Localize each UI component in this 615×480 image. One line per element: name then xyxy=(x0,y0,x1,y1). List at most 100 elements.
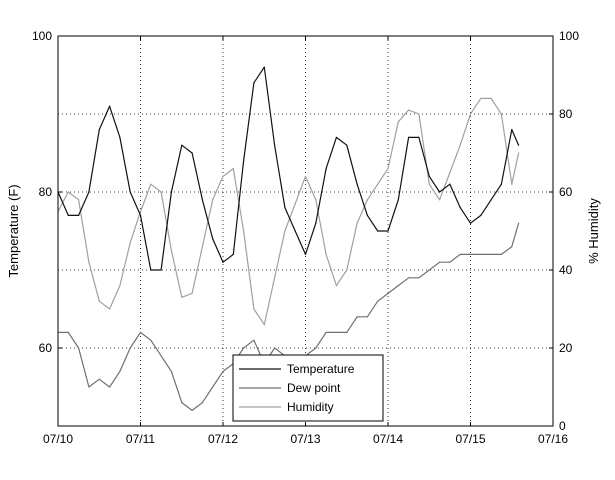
data-point xyxy=(346,269,348,271)
y-tick-label: 100 xyxy=(32,29,52,43)
data-point xyxy=(191,292,193,294)
y2-tick-label: 20 xyxy=(559,341,573,355)
data-point xyxy=(366,214,368,216)
data-point xyxy=(469,113,472,115)
data-point xyxy=(67,331,69,333)
data-point xyxy=(315,347,317,349)
data-point xyxy=(490,199,492,201)
y2-tick-label: 60 xyxy=(559,185,573,199)
data-point xyxy=(170,249,172,252)
data-point xyxy=(201,199,203,201)
data-point xyxy=(511,129,513,131)
data-point xyxy=(408,136,410,138)
data-point xyxy=(325,253,327,255)
data-point xyxy=(387,230,389,232)
data-point xyxy=(160,355,162,357)
data-point xyxy=(397,121,399,123)
x-tick-label: 07/10 xyxy=(43,432,73,446)
data-point xyxy=(253,82,255,84)
data-point xyxy=(243,160,245,162)
data-point xyxy=(212,238,214,240)
data-point xyxy=(253,308,255,310)
data-point xyxy=(212,199,214,201)
series-line-temperature xyxy=(57,66,520,271)
data-point xyxy=(418,113,420,115)
data-point xyxy=(449,183,451,185)
legend-label: Dew point xyxy=(287,381,341,395)
data-point xyxy=(459,144,461,146)
data-point xyxy=(263,324,265,326)
data-point xyxy=(150,339,152,341)
data-point xyxy=(232,168,234,170)
data-point xyxy=(469,253,472,255)
data-point xyxy=(428,175,430,177)
data-point xyxy=(366,199,368,201)
data-point xyxy=(480,214,482,216)
data-point xyxy=(263,66,265,68)
data-point xyxy=(170,370,172,372)
data-point xyxy=(88,386,90,388)
y2-axis-title: % Humidity xyxy=(586,198,601,264)
data-point xyxy=(315,222,317,224)
data-point xyxy=(109,105,111,107)
data-point xyxy=(139,331,142,333)
data-point xyxy=(274,277,276,279)
data-point xyxy=(119,285,121,287)
x-tick-label: 07/15 xyxy=(455,432,485,446)
x-tick-label: 07/11 xyxy=(126,432,155,446)
data-point xyxy=(428,183,430,185)
data-point xyxy=(88,191,90,193)
data-point xyxy=(387,168,389,170)
grid-lines xyxy=(58,36,553,426)
data-point xyxy=(377,300,379,302)
data-point xyxy=(449,171,451,174)
data-point xyxy=(181,296,183,298)
data-point xyxy=(201,402,203,404)
x-tick-label: 07/13 xyxy=(290,432,320,446)
data-point xyxy=(325,168,327,170)
x-tick-label: 07/16 xyxy=(538,432,568,446)
data-point xyxy=(304,175,307,177)
data-point xyxy=(274,144,276,146)
data-point xyxy=(500,253,502,255)
y2-tick-label: 80 xyxy=(559,107,573,121)
data-point xyxy=(129,347,131,349)
x-axis: 07/10 07/11 07/12 07/13 07/14 07/15 07/16 xyxy=(43,36,568,446)
data-point xyxy=(129,191,131,193)
data-point xyxy=(335,136,337,138)
data-point xyxy=(511,246,513,248)
legend: Temperature Dew point Humidity xyxy=(232,354,384,422)
y2-tick-label: 0 xyxy=(559,419,566,433)
data-point xyxy=(335,285,337,287)
data-point xyxy=(170,191,172,193)
y-axis-title: Temperature (F) xyxy=(6,184,21,277)
data-point xyxy=(518,152,520,154)
data-point xyxy=(150,183,152,185)
legend-label: Humidity xyxy=(287,400,334,414)
data-point xyxy=(346,144,348,146)
series-line-humidity xyxy=(57,97,520,326)
data-point xyxy=(304,253,307,255)
data-point xyxy=(181,402,183,404)
data-point xyxy=(78,347,80,349)
data-point xyxy=(366,316,368,318)
data-point xyxy=(518,144,520,146)
data-point xyxy=(459,253,461,255)
data-point xyxy=(490,97,492,99)
data-point xyxy=(346,331,348,333)
data-point xyxy=(511,183,513,185)
data-point xyxy=(181,144,183,146)
y-axis-left: 60 80 100 xyxy=(32,29,62,355)
data-point xyxy=(428,269,430,271)
legend-label: Temperature xyxy=(287,362,355,376)
data-point xyxy=(449,261,451,263)
data-point xyxy=(356,183,358,185)
data-point xyxy=(439,191,441,193)
data-point xyxy=(98,129,100,131)
data-point xyxy=(160,269,162,271)
data-point xyxy=(439,261,441,263)
data-point xyxy=(418,277,420,279)
data-point xyxy=(78,214,80,216)
data-point xyxy=(480,253,482,255)
